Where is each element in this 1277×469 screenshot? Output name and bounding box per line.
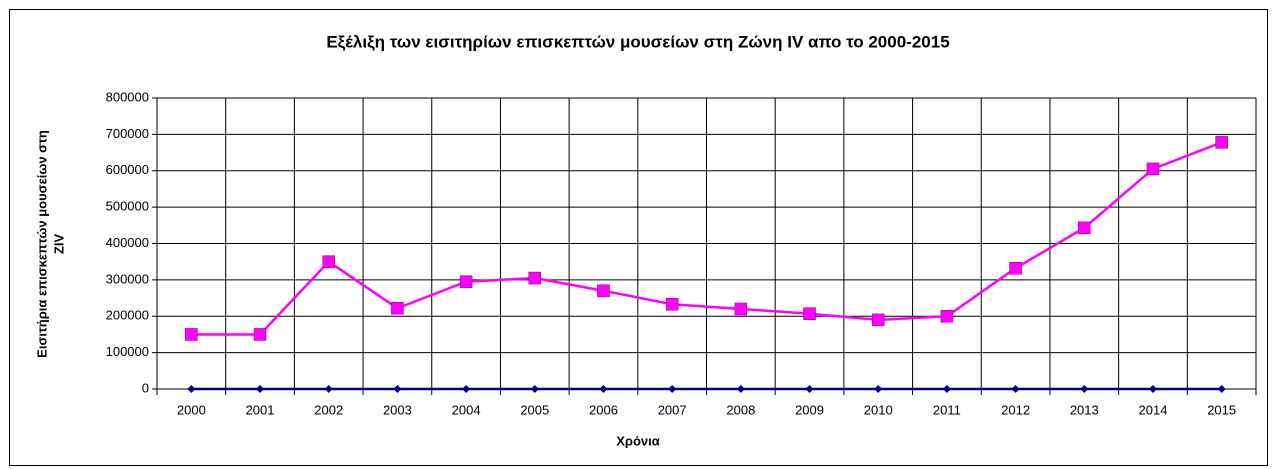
- marker: [530, 385, 539, 393]
- marker: [1078, 221, 1091, 235]
- marker: [1148, 385, 1157, 393]
- chart-title: Εξέλιξη των εισιτηρίων επισκεπτών μουσεί…: [326, 32, 949, 51]
- marker: [871, 313, 885, 327]
- x-tick-label: 2002: [314, 402, 343, 417]
- x-tick-label: 2011: [933, 402, 961, 417]
- x-tick-label: 2004: [452, 402, 481, 417]
- y-tick-label: 200000: [106, 308, 149, 323]
- marker: [1217, 385, 1226, 393]
- marker: [253, 328, 267, 341]
- y-tick-label: 0: [142, 380, 149, 395]
- marker: [324, 385, 333, 393]
- y-tick-label: 500000: [106, 199, 149, 214]
- marker: [1215, 136, 1228, 149]
- marker: [597, 284, 610, 298]
- y-tick-label: 700000: [106, 126, 149, 141]
- marker: [736, 385, 745, 393]
- marker: [459, 275, 473, 288]
- x-tick-label: 2014: [1139, 402, 1168, 417]
- chart-border: [9, 9, 1268, 466]
- marker: [528, 271, 542, 285]
- x-axis-label: Χρόνια: [616, 433, 660, 448]
- marker: [940, 310, 954, 323]
- marker: [1011, 385, 1020, 393]
- marker: [462, 385, 471, 393]
- x-tick-label: 2009: [795, 402, 824, 417]
- y-tick-label: 600000: [106, 162, 149, 177]
- series-line: [191, 141, 1223, 336]
- x-tick-label: 2006: [589, 402, 618, 417]
- marker: [665, 297, 679, 311]
- x-tick-label: 2001: [246, 402, 275, 417]
- marker: [734, 302, 748, 316]
- x-tick-label: 2012: [1001, 402, 1030, 417]
- marker: [805, 385, 814, 393]
- marker: [187, 385, 196, 393]
- marker: [803, 307, 816, 320]
- y-tick-label: 400000: [106, 235, 149, 250]
- x-tick-label: 2013: [1070, 402, 1099, 417]
- y-tick-label: 300000: [106, 271, 149, 286]
- marker: [599, 385, 608, 393]
- marker: [256, 385, 265, 393]
- marker: [1146, 162, 1160, 176]
- x-tick-label: 2007: [658, 402, 687, 417]
- y-axis-label-line: ZIV: [51, 234, 66, 255]
- y-axis-label-line: Εισιτήρια επισκεπτών μουσείων στη: [34, 130, 49, 358]
- x-tick-label: 2005: [520, 402, 549, 417]
- marker: [942, 385, 951, 393]
- marker: [391, 301, 404, 315]
- x-tick-label: 2003: [383, 402, 412, 417]
- x-tick-label: 2008: [726, 402, 755, 417]
- marker: [874, 385, 883, 393]
- x-tick-label: 2010: [864, 402, 893, 417]
- marker: [1080, 385, 1089, 393]
- x-tick-label: 2015: [1207, 402, 1236, 417]
- marker: [393, 385, 402, 393]
- marker: [322, 255, 335, 268]
- marker: [185, 328, 198, 341]
- y-axis-label: Εισιτήρια επισκεπτών μουσείων στη ZIV: [34, 130, 66, 358]
- x-tick-label: 2000: [177, 402, 206, 417]
- y-tick-label: 100000: [106, 344, 149, 359]
- marker: [668, 385, 677, 393]
- marker: [1009, 261, 1022, 275]
- y-tick-label: 800000: [106, 89, 149, 104]
